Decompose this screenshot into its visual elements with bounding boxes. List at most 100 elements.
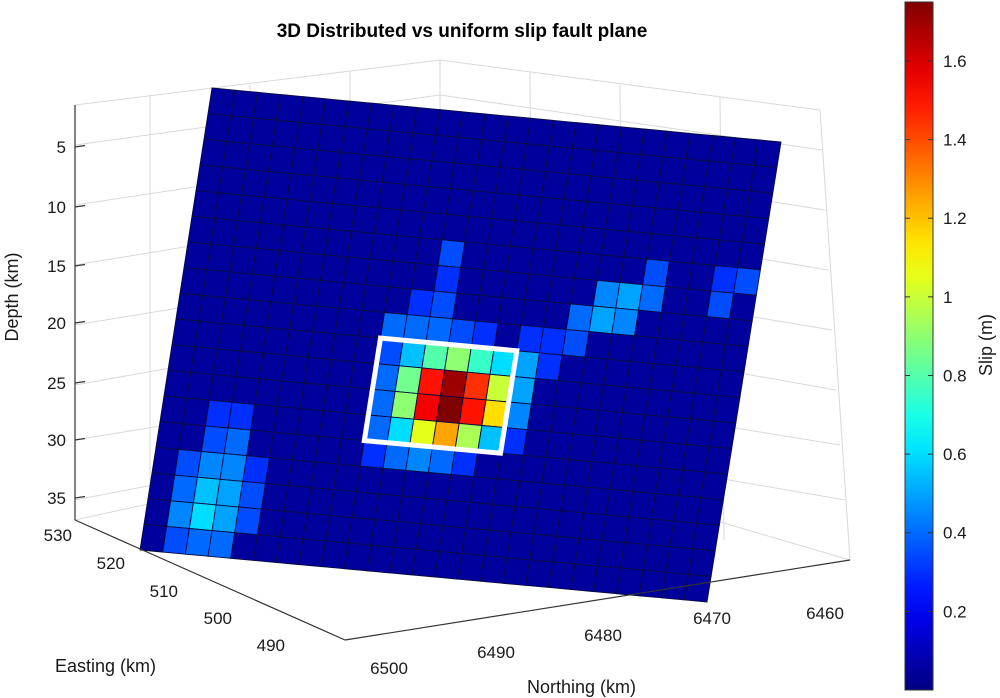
slip-cell xyxy=(332,463,361,493)
slip-cell xyxy=(215,478,244,508)
slip-cell xyxy=(210,218,239,247)
northing-tick-label: 6480 xyxy=(584,626,622,645)
slip-cell xyxy=(252,534,281,563)
slip-cell xyxy=(335,151,364,181)
slip-cell xyxy=(712,394,741,424)
slip-cell xyxy=(355,465,384,495)
slip-cell xyxy=(204,399,233,429)
slip-cell xyxy=(665,546,694,575)
slip-cell xyxy=(309,175,338,204)
slip-cell xyxy=(638,284,666,313)
slip-cell xyxy=(452,292,481,322)
slip-cell xyxy=(733,267,761,296)
slip-cell xyxy=(528,247,557,277)
slip-cell xyxy=(611,307,640,337)
slip-cell xyxy=(687,548,716,577)
slip-cell xyxy=(289,303,317,333)
slip-cell xyxy=(199,138,228,168)
slip-cell xyxy=(182,397,210,427)
slip-cell xyxy=(526,117,554,147)
slip-cell xyxy=(499,141,528,170)
slip-cell xyxy=(283,485,312,514)
slip-cell xyxy=(677,469,706,499)
slip-cell xyxy=(366,102,395,132)
slip-cell xyxy=(635,154,664,183)
slip-cell xyxy=(453,136,482,166)
slip-cell xyxy=(406,288,435,318)
slip-cell xyxy=(691,522,720,552)
slip-cell xyxy=(650,493,679,522)
slip-cell xyxy=(291,433,320,463)
slip-cell xyxy=(516,324,545,354)
colorbar: 0.2 0.4 0.6 0.8 1 1.2 1.4 1.6 Slip (m) xyxy=(904,1,996,691)
slip-cell xyxy=(242,455,271,484)
slip-cell xyxy=(502,557,531,586)
slip-cell xyxy=(166,500,194,529)
slip-cell xyxy=(646,518,675,548)
slip-cell xyxy=(673,209,701,239)
slip-cell xyxy=(702,316,731,345)
slip-cell xyxy=(687,262,716,292)
uniform-slip-box xyxy=(361,335,520,456)
slip-cell xyxy=(615,567,644,597)
slip-cell xyxy=(664,260,693,290)
slip-cell xyxy=(638,569,667,599)
slip-cell xyxy=(295,408,324,437)
slip-cell xyxy=(303,356,332,386)
colorbar-tick-label: 0.4 xyxy=(943,524,967,543)
slip-cell xyxy=(183,241,212,271)
slip-cell xyxy=(338,282,367,311)
slip-cell xyxy=(526,403,555,433)
slip-cell xyxy=(244,143,273,172)
slip-cell xyxy=(722,188,751,217)
slip-cell xyxy=(207,530,236,559)
slip-cell xyxy=(683,288,712,318)
slip-cell xyxy=(577,226,606,256)
slip-cell xyxy=(343,100,372,130)
easting-tick-label: 520 xyxy=(97,554,125,573)
slip-cell xyxy=(400,183,429,213)
slip-cell xyxy=(179,267,208,296)
slip-cell xyxy=(264,457,293,487)
colorbar-gradient xyxy=(904,1,934,691)
slip-cell xyxy=(557,354,586,384)
slip-cell xyxy=(501,271,530,301)
slip-cell xyxy=(366,544,395,574)
slip-cell xyxy=(434,550,463,580)
slip-cell xyxy=(429,290,458,320)
slip-cell xyxy=(271,119,300,149)
depth-axis-label: Depth (km) xyxy=(2,252,22,341)
northing-tick-label: 6500 xyxy=(370,659,408,678)
slip-cell xyxy=(572,407,601,437)
slip-cell xyxy=(487,503,516,533)
slip-cell xyxy=(437,239,466,269)
slip-cell xyxy=(673,495,702,524)
slip-cell xyxy=(274,250,303,279)
slip-cell xyxy=(597,539,626,569)
slip-cell xyxy=(632,465,660,494)
slip-cell xyxy=(184,528,213,557)
slip-cell xyxy=(324,514,353,544)
slip-cell xyxy=(621,386,650,416)
easting-tick-label: 500 xyxy=(204,609,232,628)
slip-cell xyxy=(446,474,475,503)
slip-cell xyxy=(223,427,252,457)
slip-cell xyxy=(582,201,610,230)
slip-cell xyxy=(544,145,573,175)
slip-cell xyxy=(644,388,673,418)
slip-cell xyxy=(328,489,357,518)
slip-cell xyxy=(228,245,257,275)
northing-tick-label: 6490 xyxy=(477,643,515,662)
slip-cell xyxy=(683,573,712,603)
slip-cell xyxy=(255,222,284,251)
slip-cell xyxy=(513,194,542,224)
slip-cell xyxy=(171,318,200,348)
slip-cell xyxy=(677,184,706,213)
slip-cell xyxy=(198,295,226,324)
slip-cell xyxy=(650,207,679,237)
slip-cell xyxy=(465,501,493,531)
slip-cell xyxy=(691,237,720,266)
slip-cell xyxy=(604,203,633,232)
slip-cell xyxy=(640,414,669,443)
slip-cell xyxy=(318,410,347,439)
